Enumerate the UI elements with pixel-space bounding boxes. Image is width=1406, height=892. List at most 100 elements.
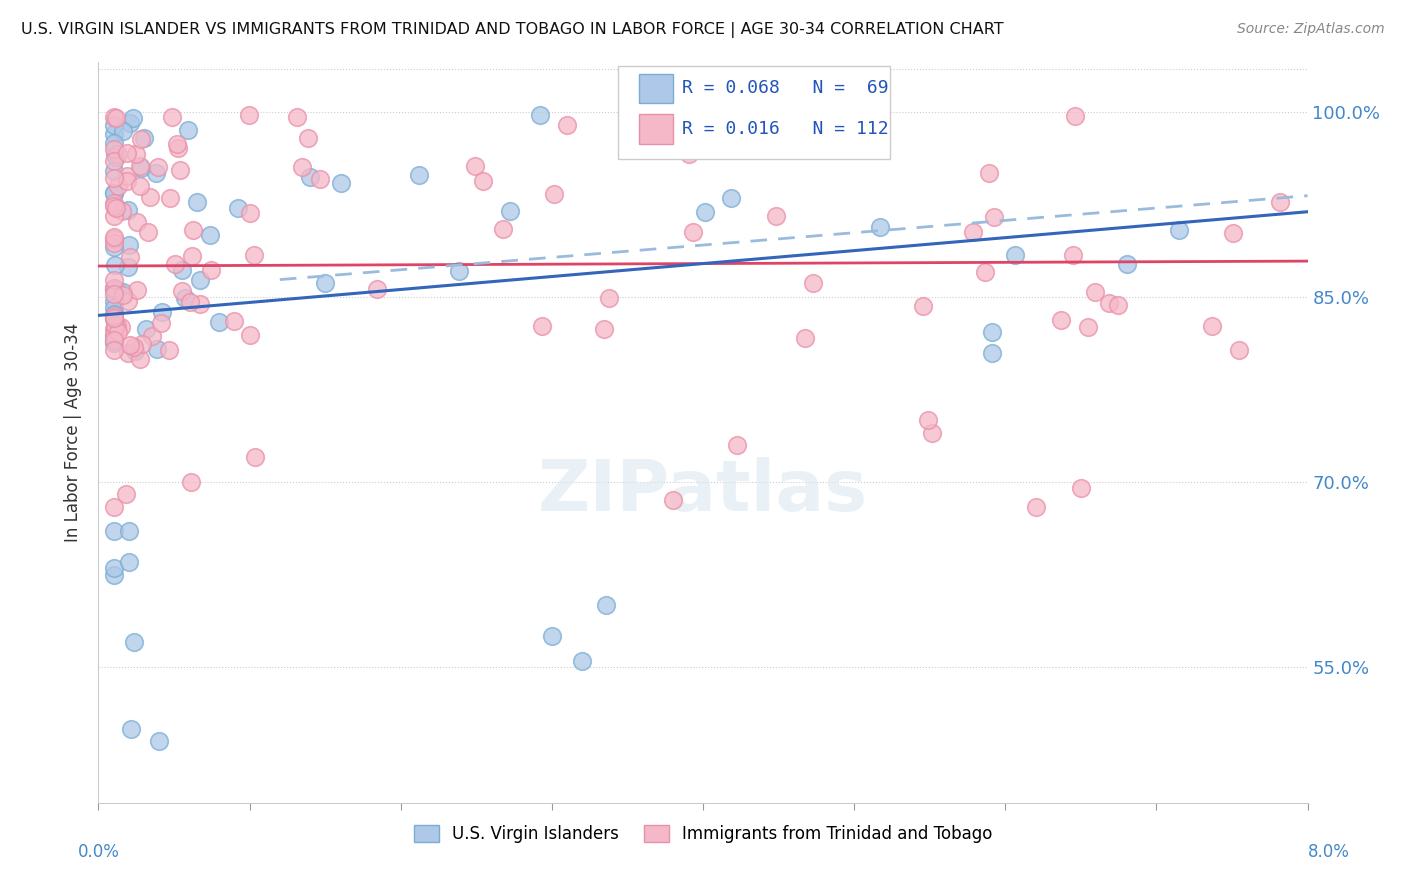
Point: [1222, 227, 1244, 241]
Point: [145, 166, 167, 180]
Point: [472, 174, 495, 188]
Point: [720, 191, 742, 205]
Point: [167, 141, 190, 155]
Point: [761, 125, 783, 139]
Point: [128, 178, 150, 193]
Point: [540, 629, 562, 643]
Point: [794, 330, 817, 344]
Point: [117, 294, 139, 309]
Point: [464, 159, 486, 173]
Point: [131, 337, 153, 351]
Point: [103, 286, 125, 301]
Point: [1084, 285, 1107, 299]
Point: [678, 146, 700, 161]
Point: [146, 160, 169, 174]
Point: [555, 118, 578, 132]
Point: [103, 326, 125, 341]
Point: [115, 173, 138, 187]
Point: [962, 225, 984, 239]
Point: [103, 235, 125, 250]
Point: [103, 186, 125, 200]
Point: [593, 322, 616, 336]
Point: [111, 124, 134, 138]
Point: [869, 219, 891, 234]
Point: [105, 283, 128, 297]
Point: [107, 326, 129, 340]
Legend: U.S. Virgin Islanders, Immigrants from Trinidad and Tobago: U.S. Virgin Islanders, Immigrants from T…: [406, 819, 1000, 850]
Point: [118, 524, 141, 539]
Point: [132, 130, 155, 145]
Point: [239, 327, 262, 342]
Y-axis label: In Labor Force | Age 30-34: In Labor Force | Age 30-34: [65, 323, 83, 542]
Point: [103, 336, 125, 351]
Point: [103, 561, 125, 575]
Point: [598, 291, 620, 305]
Point: [208, 315, 231, 329]
Point: [725, 438, 748, 452]
Point: [118, 555, 141, 569]
Point: [103, 171, 125, 186]
Point: [103, 127, 125, 141]
Point: [186, 194, 208, 209]
Bar: [638, 73, 673, 103]
Point: [120, 116, 142, 130]
Point: [127, 214, 149, 228]
Point: [1098, 295, 1121, 310]
Point: [983, 210, 1005, 224]
Point: [103, 343, 125, 358]
Point: [115, 169, 138, 183]
Point: [243, 248, 266, 262]
Point: [492, 222, 515, 236]
Point: [103, 142, 125, 156]
Point: [104, 319, 127, 334]
Point: [125, 283, 148, 297]
Point: [169, 163, 191, 178]
Point: [911, 299, 934, 313]
Point: [981, 325, 1004, 339]
Point: [103, 334, 125, 348]
Point: [129, 132, 152, 146]
Point: [103, 309, 125, 323]
Point: [1077, 319, 1099, 334]
Point: [329, 176, 352, 190]
Point: [129, 161, 152, 176]
Point: [103, 284, 125, 298]
Point: [103, 163, 125, 178]
Point: [180, 249, 202, 263]
Point: [238, 108, 260, 122]
Point: [1268, 194, 1291, 209]
Point: [188, 273, 211, 287]
Point: [449, 264, 471, 278]
Point: [228, 201, 250, 215]
Point: [103, 301, 125, 315]
Point: [104, 147, 127, 161]
Point: [122, 340, 145, 354]
Point: [297, 131, 319, 145]
Point: [136, 225, 159, 239]
Point: [1025, 500, 1047, 514]
Point: [124, 344, 146, 359]
Point: [1227, 343, 1250, 357]
Point: [1168, 223, 1191, 237]
Point: [1004, 248, 1026, 262]
Text: 8.0%: 8.0%: [1308, 843, 1350, 861]
Point: [162, 110, 184, 124]
Point: [120, 250, 142, 264]
Point: [129, 159, 152, 173]
Point: [125, 146, 148, 161]
Point: [117, 260, 139, 275]
Point: [165, 257, 187, 271]
Point: [299, 169, 322, 184]
Point: [107, 147, 129, 161]
Point: [148, 734, 170, 748]
Point: [110, 319, 132, 334]
Point: [103, 322, 125, 336]
Point: [765, 209, 787, 223]
Point: [103, 281, 125, 295]
Point: [103, 118, 125, 132]
Point: [917, 413, 939, 427]
Point: [498, 204, 520, 219]
Point: [105, 201, 128, 215]
Point: [145, 342, 167, 356]
Point: [103, 199, 125, 213]
